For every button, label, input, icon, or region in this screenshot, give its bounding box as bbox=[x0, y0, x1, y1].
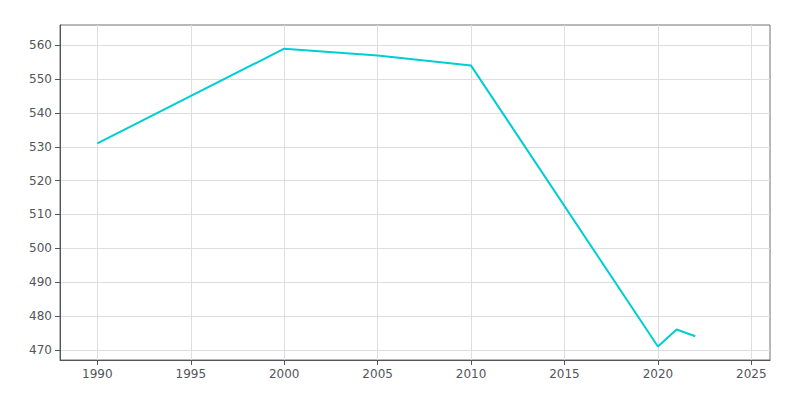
svg-text:540: 540 bbox=[29, 106, 52, 120]
svg-text:530: 530 bbox=[29, 140, 52, 154]
svg-text:490: 490 bbox=[29, 275, 52, 289]
svg-text:520: 520 bbox=[29, 174, 52, 188]
svg-text:2005: 2005 bbox=[362, 367, 393, 381]
svg-text:2010: 2010 bbox=[456, 367, 487, 381]
svg-text:470: 470 bbox=[29, 343, 52, 357]
svg-text:550: 550 bbox=[29, 72, 52, 86]
svg-text:2020: 2020 bbox=[643, 367, 674, 381]
svg-text:2025: 2025 bbox=[736, 367, 767, 381]
svg-text:500: 500 bbox=[29, 241, 52, 255]
svg-text:1990: 1990 bbox=[82, 367, 113, 381]
svg-text:2000: 2000 bbox=[269, 367, 300, 381]
svg-text:480: 480 bbox=[29, 309, 52, 323]
svg-text:510: 510 bbox=[29, 207, 52, 221]
svg-text:2015: 2015 bbox=[549, 367, 580, 381]
svg-text:560: 560 bbox=[29, 38, 52, 52]
svg-text:1995: 1995 bbox=[176, 367, 207, 381]
